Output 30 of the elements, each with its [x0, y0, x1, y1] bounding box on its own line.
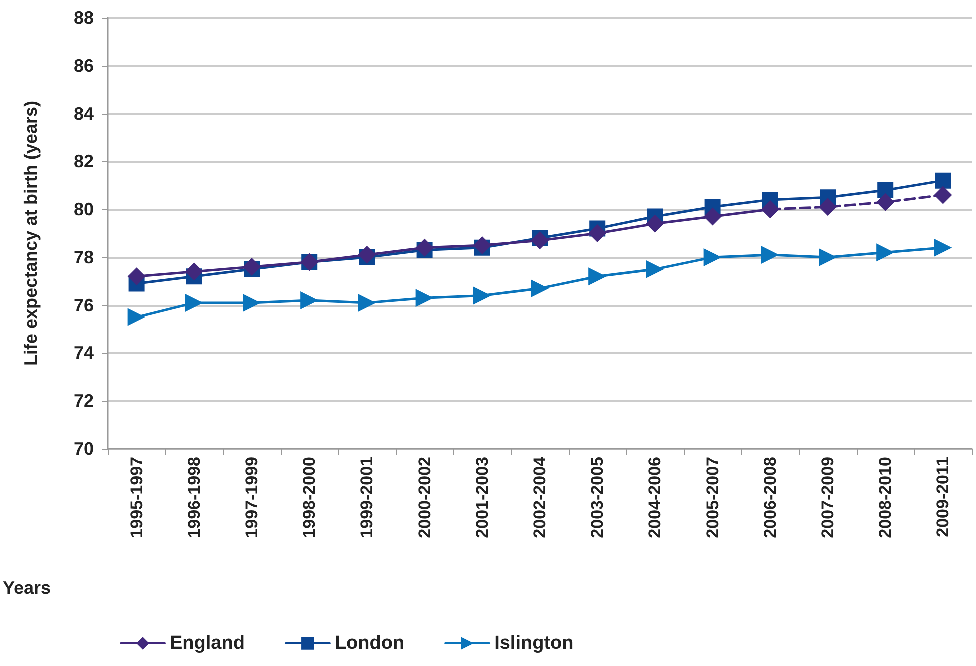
legend-label: London	[334, 633, 405, 654]
x-tick-label: 2001-2003	[472, 457, 492, 538]
y-tick-label: 88	[74, 8, 94, 28]
y-axis-title: Life expectancy at birth (years)	[21, 100, 41, 366]
x-tick-label: 2004-2006	[646, 457, 665, 538]
y-tick-label: 86	[74, 56, 94, 76]
legend-label: England	[170, 633, 245, 654]
y-tick-label: 76	[74, 295, 94, 316]
y-tick-label: 78	[74, 247, 94, 268]
x-tick-label: 2003-2005	[588, 457, 608, 538]
y-tick-label: 80	[74, 200, 94, 220]
x-tick-label: 1996-1998	[184, 457, 204, 538]
x-tick-label: 2000-2002	[415, 457, 434, 538]
legend-label: Islington	[494, 633, 574, 654]
x-tick-label: 2005-2007	[703, 457, 722, 538]
x-tick-label: 2007-2009	[818, 457, 838, 538]
x-tick-label: 2008-2010	[876, 457, 896, 538]
x-tick-label: 1998-2000	[300, 457, 320, 538]
y-tick-label: 70	[74, 439, 94, 459]
y-tick-label: 82	[74, 152, 94, 172]
y-tick-label: 74	[74, 343, 94, 364]
x-tick-label: 1999-2001	[358, 457, 377, 538]
y-tick-label: 72	[74, 391, 94, 412]
y-tick-label: 84	[74, 104, 94, 124]
x-tick-label: 1995-1997	[127, 457, 146, 538]
x-tick-label: 2002-2004	[530, 456, 550, 538]
x-axis-title: Years	[3, 578, 52, 598]
x-tick-label: 1997-1999	[242, 457, 262, 538]
x-tick-label: 2009-2011	[934, 457, 953, 538]
x-tick-label: 2006-2008	[760, 457, 780, 538]
